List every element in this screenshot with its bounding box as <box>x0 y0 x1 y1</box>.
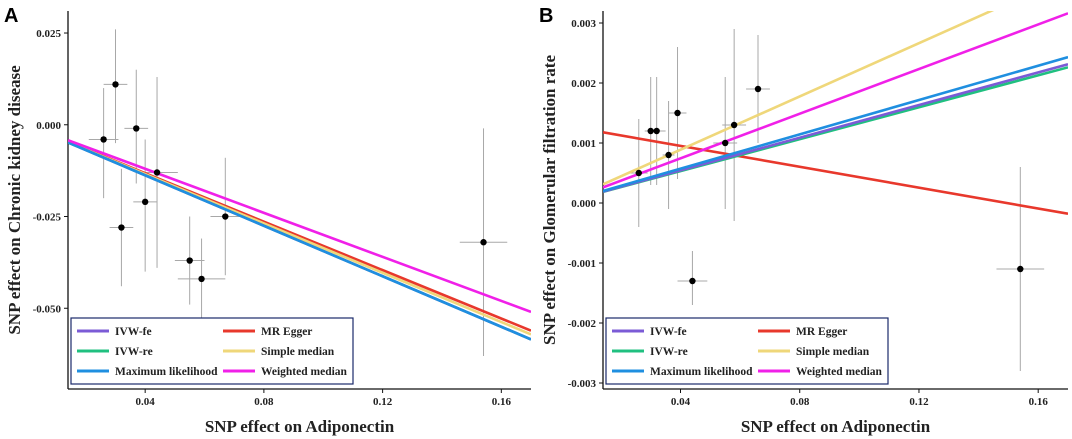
regression-line-mr-egger <box>603 131 1068 216</box>
legend-label: Maximum likelihood <box>650 366 753 378</box>
y-tick-label: 0.001 <box>571 138 596 150</box>
data-point <box>480 239 487 246</box>
y-tick-label: -0.003 <box>568 378 597 390</box>
data-point <box>198 275 205 283</box>
plot-area <box>603 11 1068 371</box>
data-point <box>653 127 660 135</box>
y-axis-label: SNP effect on Glomerular filtration rate <box>540 55 559 345</box>
regression-line-weighted-median <box>68 138 531 314</box>
panel-letter: A <box>4 5 18 27</box>
legend-label: MR Egger <box>261 326 312 338</box>
legend-label: IVW-re <box>115 346 153 358</box>
legend: IVW-fe IVW-re Maximum likelihood MR Egger Si… <box>70 317 354 385</box>
y-axis-label: SNP effect on Chronic kidney disease <box>5 65 24 335</box>
data-point <box>689 277 696 285</box>
data-point <box>665 151 672 159</box>
data-point <box>1017 265 1024 273</box>
legend-label: Weighted median <box>261 366 348 378</box>
legend-label: Weighted median <box>796 366 883 378</box>
legend-box <box>70 317 354 385</box>
legend: IVW-fe IVW-re Maximum likelihood MR Egger Si… <box>605 317 889 385</box>
plot-area <box>68 29 531 356</box>
data-point <box>186 257 193 264</box>
data-point <box>112 81 119 88</box>
x-tick-label: 0.12 <box>373 396 393 408</box>
x-tick-label: 0.16 <box>1029 396 1049 408</box>
x-tick-label: 0.04 <box>136 396 156 408</box>
y-tick-label: 0.002 <box>571 78 596 90</box>
y-tick-label: 0.003 <box>571 18 596 30</box>
data-point <box>647 127 654 135</box>
data-point <box>141 198 149 206</box>
legend-label: Simple median <box>796 346 870 358</box>
y-tick-label: 0.025 <box>36 28 61 40</box>
panel-letter: B <box>539 5 553 27</box>
x-tick-label: 0.04 <box>671 396 691 408</box>
x-tick-label: 0.12 <box>909 396 929 408</box>
x-axis-label: SNP effect on Adiponectin <box>205 417 395 436</box>
legend-label: IVW-re <box>650 346 688 358</box>
y-tick-label: 0.000 <box>571 198 596 210</box>
data-point <box>118 224 125 231</box>
y-tick-label: 0.000 <box>36 120 61 132</box>
regression-line-maximum-likelihood <box>603 55 1068 193</box>
panel-b: B 0.04 0.08 0.12 0.16 0.003 0.002 0.001 0.000 -0.… <box>539 5 1068 436</box>
panel-a: A 0.04 0.08 0.12 0.16 0.025 0.000 -0.025 -0.050 S… <box>4 5 531 436</box>
regression-line-simple-median <box>603 11 995 186</box>
x-tick-label: 0.08 <box>790 396 810 408</box>
data-point <box>133 125 140 132</box>
x-tick-label: 0.16 <box>492 396 512 408</box>
legend-label: Simple median <box>261 346 335 358</box>
legend-label: MR Egger <box>796 326 847 338</box>
legend-label: Maximum likelihood <box>115 366 218 378</box>
x-tick-label: 0.08 <box>254 396 274 408</box>
y-tick-label: -0.001 <box>568 258 596 270</box>
regression-line-maximum-likelihood <box>68 141 531 341</box>
data-point <box>754 85 762 93</box>
x-axis-label: SNP effect on Adiponectin <box>741 417 931 436</box>
data-point <box>730 121 738 129</box>
regression-line-weighted-median <box>603 12 1068 189</box>
y-tick-label: -0.025 <box>33 212 62 224</box>
y-tick-label: -0.002 <box>568 318 597 330</box>
data-point <box>674 109 681 117</box>
legend-box <box>605 317 889 385</box>
data-point <box>722 139 729 147</box>
legend-label: IVW-fe <box>650 326 687 338</box>
data-point <box>153 169 161 176</box>
regression-line-ivw-fe <box>603 63 1068 193</box>
data-point <box>635 169 642 177</box>
legend-label: IVW-fe <box>115 326 152 338</box>
data-point <box>100 136 107 143</box>
data-point <box>222 213 229 220</box>
y-tick-label: -0.050 <box>33 303 62 315</box>
